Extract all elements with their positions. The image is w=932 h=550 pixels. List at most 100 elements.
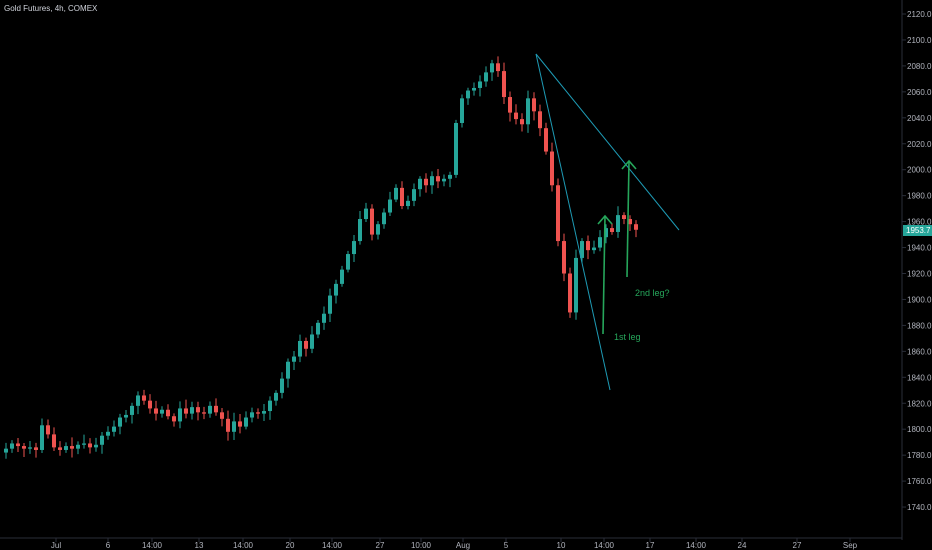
symbol-title[interactable]: Gold Futures, 4h, COMEX [4,4,98,13]
lower-trendline [535,53,611,391]
second-leg-arrow-shaft [626,160,630,278]
candle-body [22,446,26,449]
candle-body [232,421,236,432]
candle-body [172,416,176,422]
candle-body [478,81,482,88]
candle-body [550,151,554,186]
candle-body [508,97,512,113]
candle-body [514,112,518,120]
candle-body [382,212,386,225]
candle-body [448,174,452,179]
time-axis-label: 13 [195,541,204,550]
price-axis-label: 1860.0 [907,347,932,356]
candle-body [334,283,338,296]
candle-body [106,431,110,436]
candle-body [592,247,596,251]
candle-body [316,322,320,335]
price-axis-label: 2080.0 [907,62,932,71]
price-axis-label: 1940.0 [907,244,932,253]
candle-body [502,71,506,98]
candle-body [430,176,434,186]
candle-body [70,446,74,449]
candle-body [388,199,392,213]
candle-body [220,412,224,419]
price-axis-label: 2000.0 [907,166,932,175]
candle-body [394,187,398,200]
candle-body [190,407,194,414]
candle-body [376,224,380,235]
candle-body [598,237,602,248]
candle-body [364,208,368,220]
candle-body [520,119,524,125]
candle-body [556,185,560,242]
candle-body [286,361,290,379]
candle-body [424,178,428,186]
price-axis-label: 1900.0 [907,295,932,304]
candle-body [184,408,188,414]
candle-body [76,444,80,449]
candle-body [490,63,494,73]
candle-body [34,447,38,450]
candle-body [634,224,638,230]
price-axis-label: 1820.0 [907,399,932,408]
candle-body [244,417,248,427]
candle-body [328,295,332,314]
time-axis-label: Aug [456,541,470,550]
candle-body [370,208,374,235]
time-axis-label: 5 [504,541,509,550]
candle-body [238,421,242,427]
time-axis-label: 20 [286,541,295,550]
price-axis[interactable]: 2120.0 2100.0 2080.0 2060.0 2040.0 2020.0 2000… [902,10,932,512]
price-axis-label: 1920.0 [907,270,932,279]
candle-body [622,215,626,220]
candle-body [148,400,152,409]
candle-body [574,257,578,313]
time-axis-label: 14:00 [233,541,254,550]
candle-body [274,392,278,401]
candle-body [400,187,404,207]
time-axis-label: Sep [843,541,858,550]
price-axis-label: 1780.0 [907,451,932,460]
candle-body [604,228,608,238]
candle-body [160,409,164,414]
drawing-overlays [535,53,680,391]
candle-body [28,447,32,449]
candle-body [532,98,536,112]
second-leg-arrow-head [621,159,637,170]
candle-body [196,407,200,413]
candle-body [610,228,614,232]
time-axis[interactable]: Jul 6 14:00 13 14:00 20 14:00 27 10:00 Aug 5 10 14:0… [51,538,858,550]
first-leg-arrow-shaft [602,215,606,335]
candle-body [280,378,284,393]
candle-body [346,254,350,270]
candle-body [226,418,230,432]
time-axis-label: 14:00 [594,541,615,550]
candle-body [442,178,446,182]
price-axis-label: 1800.0 [907,425,932,434]
candle-body [256,412,260,414]
candle-body [292,356,296,362]
candle-body [322,313,326,323]
price-axis-label: 2040.0 [907,114,932,123]
candle-body [214,405,218,413]
candle-body [208,405,212,414]
candle-body [472,87,476,91]
candle-body [82,443,86,445]
price-axis-label: 1740.0 [907,503,932,512]
candle-body [298,340,302,357]
candle-body [250,412,254,418]
candle-body [4,448,8,453]
candle-body [262,411,266,414]
candle-body [496,63,500,72]
time-axis-label: 6 [106,541,111,550]
candle-body [100,435,104,445]
candle-body [52,434,56,448]
candle-body [412,189,416,201]
candle-body [94,444,98,448]
candle-body [154,408,158,414]
first-leg-arrow-head [597,214,613,225]
time-axis-label: 24 [738,541,747,550]
price-axis-label: 1960.0 [907,218,932,227]
candle-body [88,443,92,448]
